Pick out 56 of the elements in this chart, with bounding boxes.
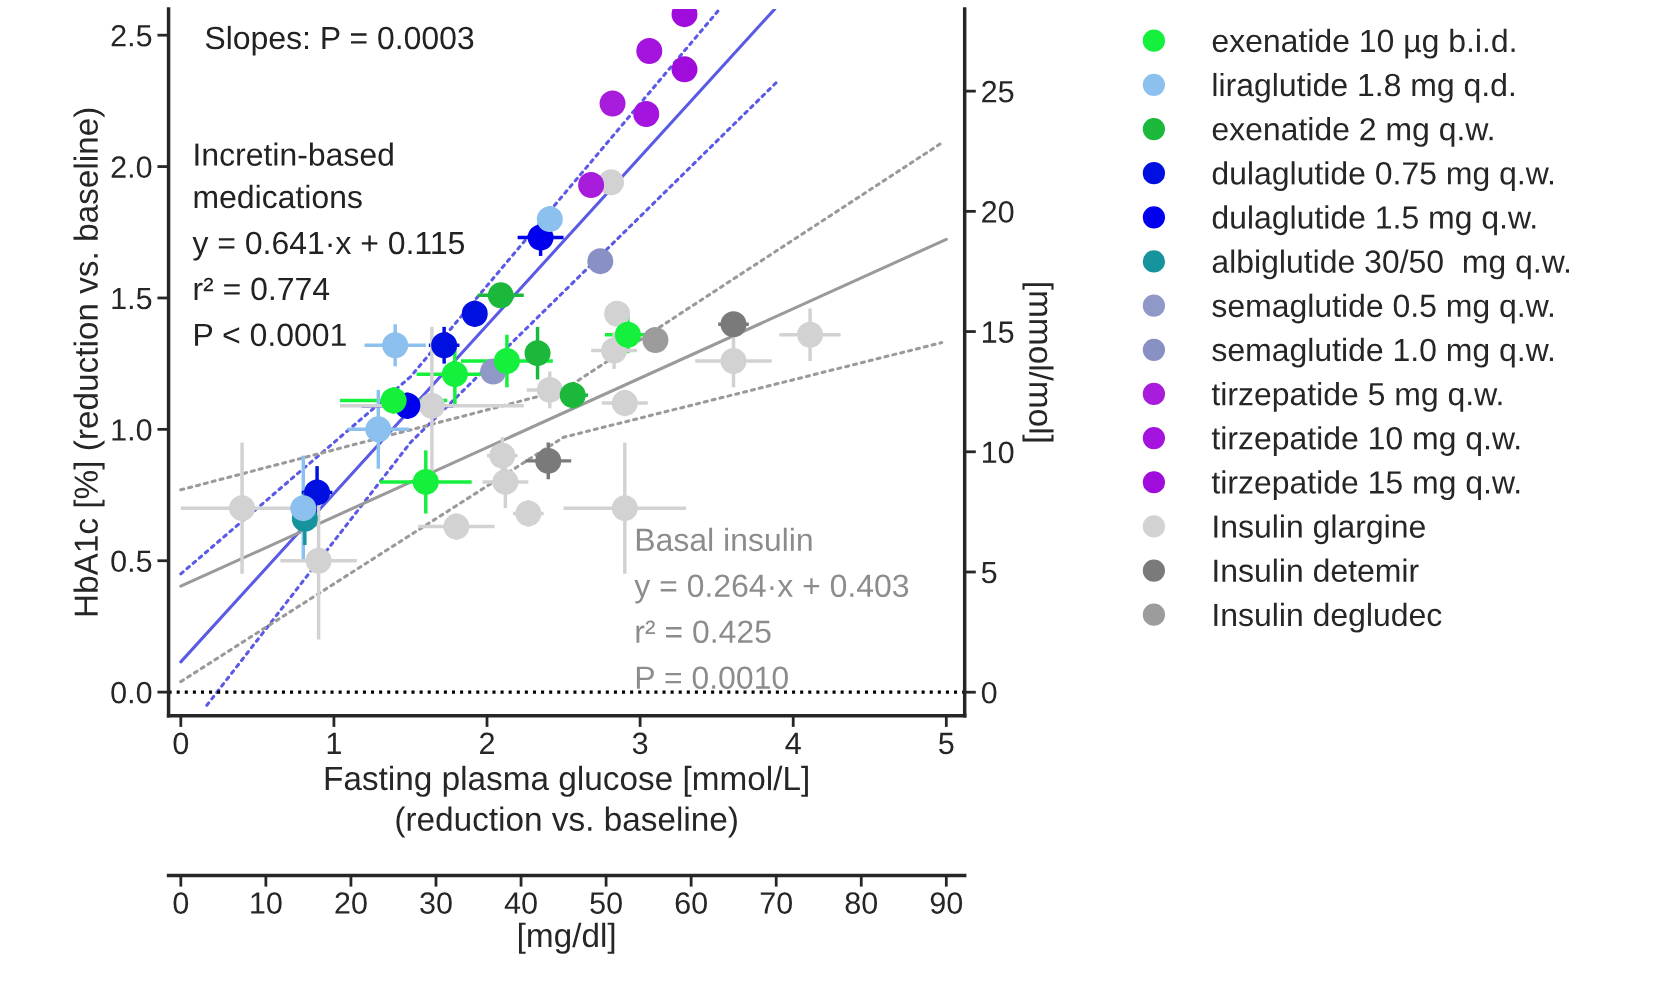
x2-tick-label: 30	[420, 892, 452, 914]
y2-tick-label: 0	[981, 681, 997, 704]
y2-tick-label: 5	[981, 562, 997, 584]
legend-label: tirzepatide 10 mg q.w.	[1211, 426, 1520, 456]
legend-label: tirzepatide 5 mg q.w.	[1211, 381, 1502, 412]
x2-tick-label: 60	[675, 892, 707, 914]
legend-label: dulaglutide 1.5 mg q.w.	[1212, 205, 1536, 236]
y-tick-label: 1.0	[112, 419, 152, 441]
y2-tick-label: 15	[982, 321, 1014, 343]
x2-axis-title: [mg/dl]	[518, 922, 615, 954]
x-tick-label: 4	[785, 732, 801, 754]
annotation: Slopes: P = 0.0003	[205, 25, 474, 56]
x2-tick-label: 90	[930, 892, 963, 914]
y-tick-label: 0.0	[111, 681, 152, 704]
legend-label: semaglutide 1.0 mg q.w.	[1212, 337, 1553, 368]
y2-tick-label: 25	[982, 80, 1014, 103]
y-axis-title: HbA1c [%] (reduction vs. baseline)	[73, 108, 105, 616]
legend-label: tirzepatide 15 mg q.w.	[1211, 470, 1520, 501]
legend-label: semaglutide 0.5 mg q.w.	[1212, 293, 1553, 324]
x2-tick-label: 10	[251, 892, 282, 914]
annotation: medications	[194, 184, 362, 209]
annotation: y = 0.641·x + 0.115	[192, 231, 465, 261]
legend-label: Insulin glargine	[1214, 514, 1425, 545]
x2-tick-label: 80	[845, 892, 878, 914]
legend-label: liraglutide 1.8 mg q.d.	[1213, 72, 1514, 103]
annotation: r² = 0.774	[194, 277, 330, 301]
y2-axis-title: [mmol/mol]	[1022, 283, 1054, 442]
y2-tick-label: 10	[982, 441, 1014, 464]
legend-label: Insulin detemir	[1214, 558, 1419, 583]
x-axis-title: Fasting plasma glucose [mmol/L] (reduction vs. baseline)	[325, 765, 808, 838]
x2-tick-label: 50	[590, 892, 622, 914]
annotation: Incretin-based	[195, 142, 393, 166]
y-tick-label: 0.5	[111, 550, 152, 573]
annotation: P = 0.0010	[636, 666, 788, 689]
x-tick-label: 3	[632, 732, 648, 755]
legend-label: exenatide 2 mg q.w.	[1212, 117, 1493, 147]
legend-label: Insulin degludec	[1214, 602, 1442, 633]
x2-tick-label: 40	[504, 892, 537, 914]
x-tick-label: 1	[327, 732, 341, 754]
y-tick-label: 2.0	[111, 156, 152, 178]
annotation: Basal insulin	[636, 527, 812, 552]
x2-tick-label: 20	[335, 892, 367, 914]
annotation: y = 0.264·x + 0.403	[634, 574, 909, 604]
x-tick-label: 0	[173, 732, 189, 755]
x2-tick-label: 0	[173, 892, 189, 914]
x-tick-label: 2	[480, 732, 494, 754]
annotation: r² = 0.425	[636, 620, 771, 644]
legend-label: dulaglutide 0.75 mg q.w.	[1212, 161, 1554, 191]
x2-tick-label: 70	[760, 892, 792, 914]
x-tick-label: 5	[939, 732, 954, 755]
y2-tick-label: 20	[982, 201, 1014, 223]
y-tick-label: 1.5	[112, 288, 152, 310]
y-tick-label: 2.5	[111, 24, 152, 47]
annotation: P < 0.0001	[195, 323, 346, 347]
legend-label: albiglutide 30/50 mg q.w.	[1212, 249, 1569, 280]
legend-label: exenatide 10 µg b.i.d.	[1212, 28, 1515, 59]
